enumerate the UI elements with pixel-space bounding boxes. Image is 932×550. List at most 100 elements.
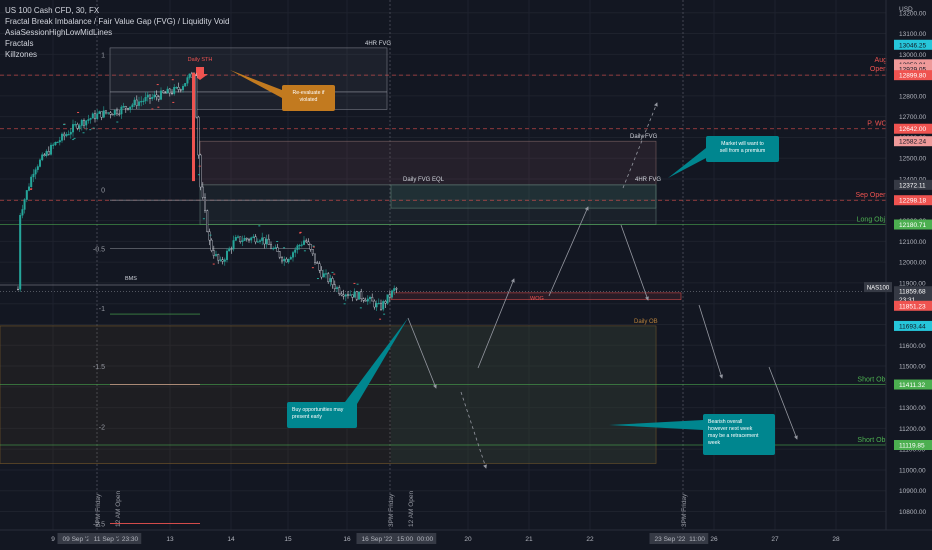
projection-arrow [620,224,649,301]
indicator-fvg[interactable]: Fractal Break Imbalance / Fair Value Gap… [5,17,230,26]
candle-body [201,186,204,198]
candle-body [351,294,354,298]
projection-arrow [548,206,589,297]
price-label-bg [894,300,932,311]
time-tag-bg [356,533,398,544]
candle-body [221,259,224,262]
candle-body [32,173,35,178]
candle-body [382,301,385,310]
callout-text: Buy opportunities may [292,407,344,413]
candle-body [369,296,372,300]
candle-body [102,110,105,118]
callout-text: sell from a premium [720,148,766,154]
candle-body [375,303,378,308]
price-axis[interactable]: USD 10800.00 10900.00 11000.00 11100.00 11200… [864,0,932,530]
symbol-tag-text: NAS100 [867,286,890,292]
time-tick: 27 [771,536,779,543]
candle-body [362,298,365,301]
candle-body [300,244,303,246]
time-tick: 11:00 [689,536,705,543]
candle-body [322,273,325,278]
candle-body [276,247,279,252]
price-tick: 12800.00 [899,93,926,100]
candle-body [358,291,361,300]
time-tick: 16 [343,536,351,543]
indicator-asia-session[interactable]: AsiaSessionHighLowMidLines [5,28,113,37]
price-tick: 13000.00 [899,52,926,59]
price-label: 12180.71 [899,222,926,229]
price-tick: 13200.00 [899,10,926,17]
candle-body [199,154,202,188]
price-label-bg [894,70,932,81]
fvg-zone [0,325,657,464]
candle-body [325,273,328,275]
candle-body [195,75,198,118]
projection-arrow [407,317,437,389]
session-label: 3PM Friday [388,493,395,527]
price-label: 11851.23 [899,303,926,310]
time-tag-bg [393,533,417,544]
candle-body [87,119,90,121]
candle-body [85,120,88,126]
bms-label: BMS [125,276,137,282]
callout-text: Re-evaluate if [292,90,325,96]
candle-body [228,248,231,252]
indicator-killzones[interactable]: Killzones [5,50,38,59]
candle-body [208,231,211,241]
symbol-title[interactable]: US 100 Cash CFD, 30, FX [5,6,100,15]
time-tick: 9 [51,536,55,543]
time-tag-bg [57,533,99,544]
candle-body [41,154,44,161]
time-tick: 13 [166,536,174,543]
time-tick: 22 [586,536,594,543]
candle-body [74,124,77,126]
candle-body [243,237,246,241]
session-label: 3PM Friday [681,493,688,527]
candle-body [23,199,26,210]
zone-label: 4HR FVG [365,41,391,47]
zone-label: Daily OB [634,319,658,325]
price-tick: 11300.00 [899,405,926,412]
price-label-bg [894,179,932,190]
candle-body [124,106,127,109]
price-tick: 10900.00 [899,488,926,495]
candle-body [212,250,215,256]
time-tick: 11 Sep '22 [94,536,125,543]
candle-body [336,287,339,290]
candle-body [120,106,123,115]
time-tick: 21 [525,536,533,543]
candle-body [96,113,99,120]
candle-body [56,141,59,144]
candle-body [137,101,140,106]
candle-body [391,290,394,298]
callout-box [287,402,357,428]
candle-body [245,237,248,240]
candle-body [131,104,134,108]
price-label-bg [894,294,932,305]
price-label: 11119.85 [899,443,925,450]
indicator-fractals[interactable]: Fractals [5,39,34,48]
candle-body [236,236,239,238]
candle-body [52,144,55,146]
zone-label: 4HR FVG [635,177,661,183]
candle-body [126,108,129,110]
candle-body [384,301,387,304]
candle-body [296,245,299,250]
candle-body [91,113,94,119]
candle-body [47,151,50,155]
candle-body [283,258,286,262]
candle-body [380,302,383,310]
candle-body [333,284,336,290]
candle-body [65,134,68,137]
candle-body [148,94,151,100]
candle-body [388,294,391,298]
candle-body [353,291,356,298]
fib-label: -0.5 [93,247,105,254]
candle-body [274,247,277,249]
candle-body [45,151,48,156]
candle-body [197,116,200,156]
candle-body [232,240,235,250]
callout-text: present early [292,414,322,420]
